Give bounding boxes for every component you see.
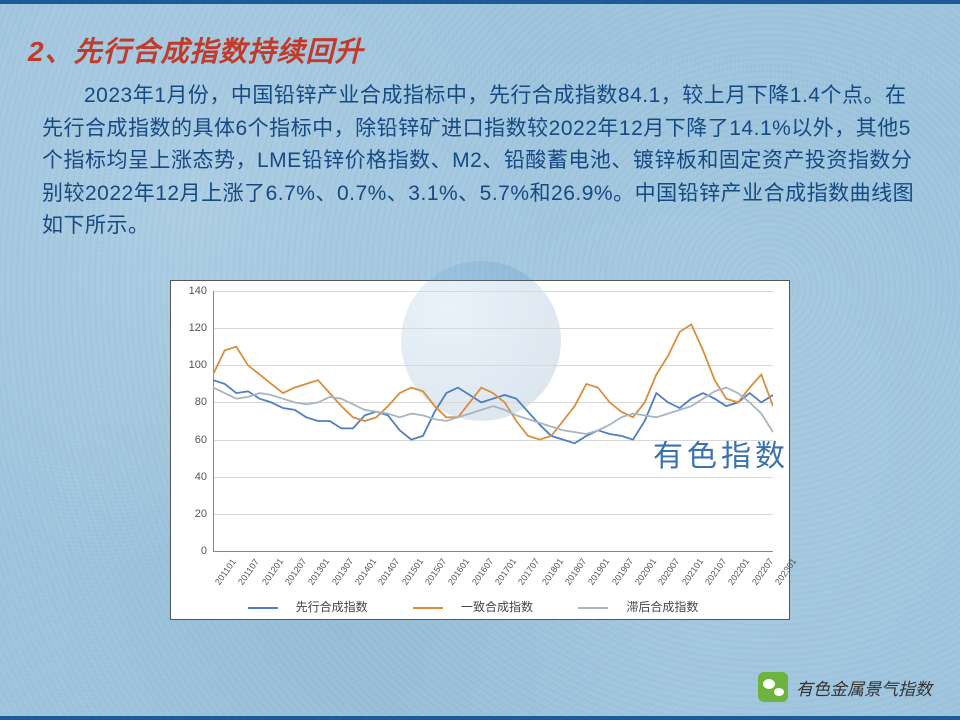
footer-source: 有色金属景气指数 <box>758 672 932 702</box>
x-tick-label: 202101 <box>680 556 705 586</box>
legend-item-lagging: 滞后合成指数 <box>578 600 712 614</box>
x-tick-label: 201507 <box>423 556 448 586</box>
composite-index-chart: 有色指数 020406080100120140 2011012011072012… <box>170 280 790 620</box>
x-tick-label: 202107 <box>703 556 728 586</box>
legend-item-coincident: 一致合成指数 <box>413 600 547 614</box>
x-tick-label: 201607 <box>470 556 495 586</box>
y-tick-label: 80 <box>171 396 207 408</box>
chart-legend: 先行合成指数 一致合成指数 滞后合成指数 <box>171 598 789 615</box>
x-tick-label: 201101 <box>213 557 238 587</box>
legend-item-leading: 先行合成指数 <box>248 600 382 614</box>
x-tick-label: 201801 <box>540 556 565 586</box>
y-tick-label: 140 <box>171 285 207 297</box>
x-tick-label: 201807 <box>563 556 588 586</box>
body-paragraph: 2023年1月份，中国铅锌产业合成指标中，先行合成指数84.1，较上月下降1.4… <box>42 80 922 243</box>
x-tick-label: 201901 <box>586 556 611 586</box>
x-tick-label: 201301 <box>306 556 331 586</box>
x-axis <box>213 551 773 552</box>
y-tick-label: 0 <box>171 545 207 557</box>
x-tick-label: 201601 <box>446 556 471 586</box>
x-tick-label: 202001 <box>633 556 658 586</box>
x-tick-label: 202201 <box>726 556 751 586</box>
y-tick-label: 40 <box>171 471 207 483</box>
x-tick-label: 201501 <box>400 556 425 586</box>
series-line-1 <box>213 324 773 439</box>
y-tick-label: 120 <box>171 322 207 334</box>
y-tick-label: 60 <box>171 434 207 446</box>
section-title: 2、先行合成指数持续回升 <box>28 30 364 70</box>
x-tick-label: 201201 <box>260 556 285 586</box>
x-tick-label: 201407 <box>376 556 401 586</box>
wechat-icon <box>758 672 788 702</box>
series-line-0 <box>213 380 773 443</box>
x-tick-label: 202007 <box>656 556 681 586</box>
chart-lines <box>213 291 773 551</box>
x-tick-label: 201707 <box>516 556 541 586</box>
x-tick-label: 202301 <box>773 556 798 586</box>
x-tick-label: 201307 <box>330 556 355 586</box>
x-tick-label: 201107 <box>236 557 261 587</box>
x-tick-label: 201401 <box>353 556 378 586</box>
x-tick-label: 201907 <box>610 556 635 586</box>
y-tick-label: 100 <box>171 359 207 371</box>
x-tick-label: 201207 <box>283 556 308 586</box>
x-tick-label: 202207 <box>750 556 775 586</box>
x-tick-label: 201701 <box>493 556 518 586</box>
footer-label: 有色金属景气指数 <box>796 675 932 700</box>
y-tick-label: 20 <box>171 508 207 520</box>
